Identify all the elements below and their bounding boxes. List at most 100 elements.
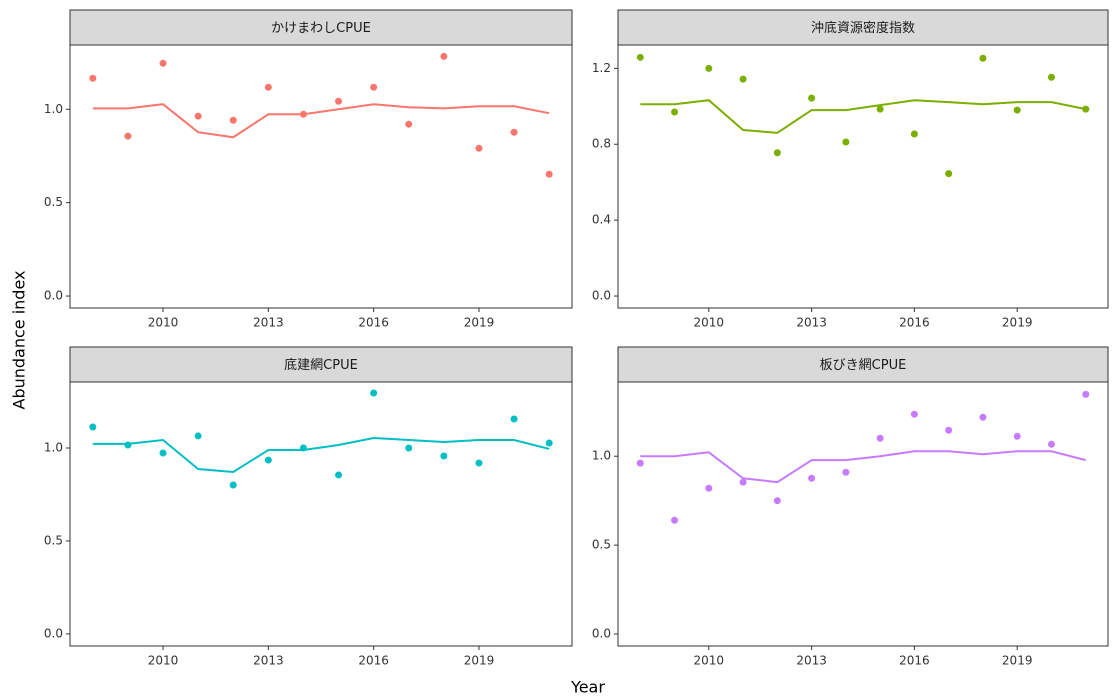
point: [194, 432, 202, 440]
point: [705, 484, 713, 492]
point: [876, 434, 884, 442]
point: [1013, 106, 1021, 114]
point: [229, 481, 237, 489]
point: [1013, 432, 1021, 440]
x-tick-label: 2013: [796, 654, 827, 668]
point: [440, 52, 448, 60]
x-tick-label: 2013: [796, 316, 827, 330]
point: [1047, 440, 1055, 448]
y-tick-label: 1.2: [592, 61, 611, 75]
point: [159, 449, 167, 457]
x-tick-label: 2010: [694, 316, 725, 330]
strip-title: かけまわしCPUE: [271, 21, 371, 36]
point: [739, 75, 747, 83]
point: [945, 426, 953, 434]
point: [636, 459, 644, 467]
point: [335, 97, 343, 105]
point: [671, 516, 679, 524]
point: [545, 170, 553, 178]
point: [545, 439, 553, 447]
strip: [617, 346, 1109, 383]
y-tick-label: 0.0: [592, 289, 611, 303]
x-tick-label: 2016: [899, 654, 930, 668]
panel: [617, 381, 1109, 647]
x-tick-label: 2013: [253, 654, 284, 668]
point: [405, 444, 413, 452]
point: [1047, 73, 1055, 81]
panel: [69, 381, 573, 647]
point: [705, 64, 713, 72]
y-tick-label: 0.5: [592, 538, 611, 552]
x-tick-label: 2019: [1002, 654, 1033, 668]
point: [159, 59, 167, 67]
x-tick-label: 2019: [1002, 316, 1033, 330]
strip: [69, 346, 573, 383]
point: [910, 410, 918, 418]
x-tick-label: 2019: [464, 316, 495, 330]
point: [229, 116, 237, 124]
y-tick-label: 0.5: [44, 195, 63, 209]
point: [876, 105, 884, 113]
point: [979, 413, 987, 421]
x-tick-label: 2019: [464, 654, 495, 668]
y-axis-title: Abundance index: [10, 271, 29, 410]
strip-title: 底建網CPUE: [284, 357, 358, 373]
point: [405, 120, 413, 128]
point: [510, 415, 518, 423]
point: [910, 130, 918, 138]
x-tick-label: 2010: [694, 654, 725, 668]
y-tick-label: 1.0: [592, 449, 611, 463]
fit-line: [640, 99, 1086, 134]
y-tick-label: 0.0: [592, 627, 611, 641]
point: [335, 471, 343, 479]
x-axis-title: Year: [570, 678, 605, 697]
point: [89, 423, 97, 431]
point: [194, 112, 202, 120]
point: [475, 144, 483, 152]
point: [636, 53, 644, 61]
strip-title: 板びき網CPUE: [820, 358, 907, 373]
point: [89, 74, 97, 82]
point: [773, 149, 781, 157]
strip-title: 沖底資源密度指数: [811, 20, 915, 36]
fit-line: [92, 103, 550, 139]
point: [739, 478, 747, 486]
point: [842, 468, 850, 476]
y-tick-label: 0.0: [44, 289, 63, 303]
point: [124, 441, 132, 449]
x-tick-label: 2016: [358, 316, 389, 330]
point: [842, 138, 850, 146]
panel: [617, 44, 1109, 309]
fit-line: [640, 450, 1086, 484]
x-tick-label: 2010: [148, 654, 179, 668]
point: [510, 128, 518, 136]
fit-line: [92, 436, 550, 474]
point: [264, 83, 272, 91]
point: [773, 497, 781, 505]
x-tick-label: 2016: [899, 316, 930, 330]
panel: [69, 44, 573, 309]
x-tick-label: 2013: [253, 316, 284, 330]
x-tick-label: 2016: [358, 654, 389, 668]
strip: [617, 9, 1109, 46]
y-tick-label: 0.0: [44, 626, 63, 640]
point: [671, 108, 679, 116]
point: [440, 452, 448, 460]
y-tick-label: 0.5: [44, 533, 63, 547]
point: [370, 83, 378, 91]
point: [1082, 390, 1090, 398]
strip: [69, 9, 573, 46]
x-tick-label: 2010: [148, 316, 179, 330]
point: [124, 132, 132, 140]
y-tick-label: 0.8: [592, 137, 611, 151]
point: [808, 474, 816, 482]
point: [945, 170, 953, 178]
point: [475, 459, 483, 467]
point: [979, 54, 987, 62]
y-tick-label: 1.0: [44, 441, 63, 455]
point: [370, 389, 378, 397]
y-tick-label: 0.4: [592, 213, 611, 227]
y-tick-label: 1.0: [44, 102, 63, 116]
point: [808, 94, 816, 102]
